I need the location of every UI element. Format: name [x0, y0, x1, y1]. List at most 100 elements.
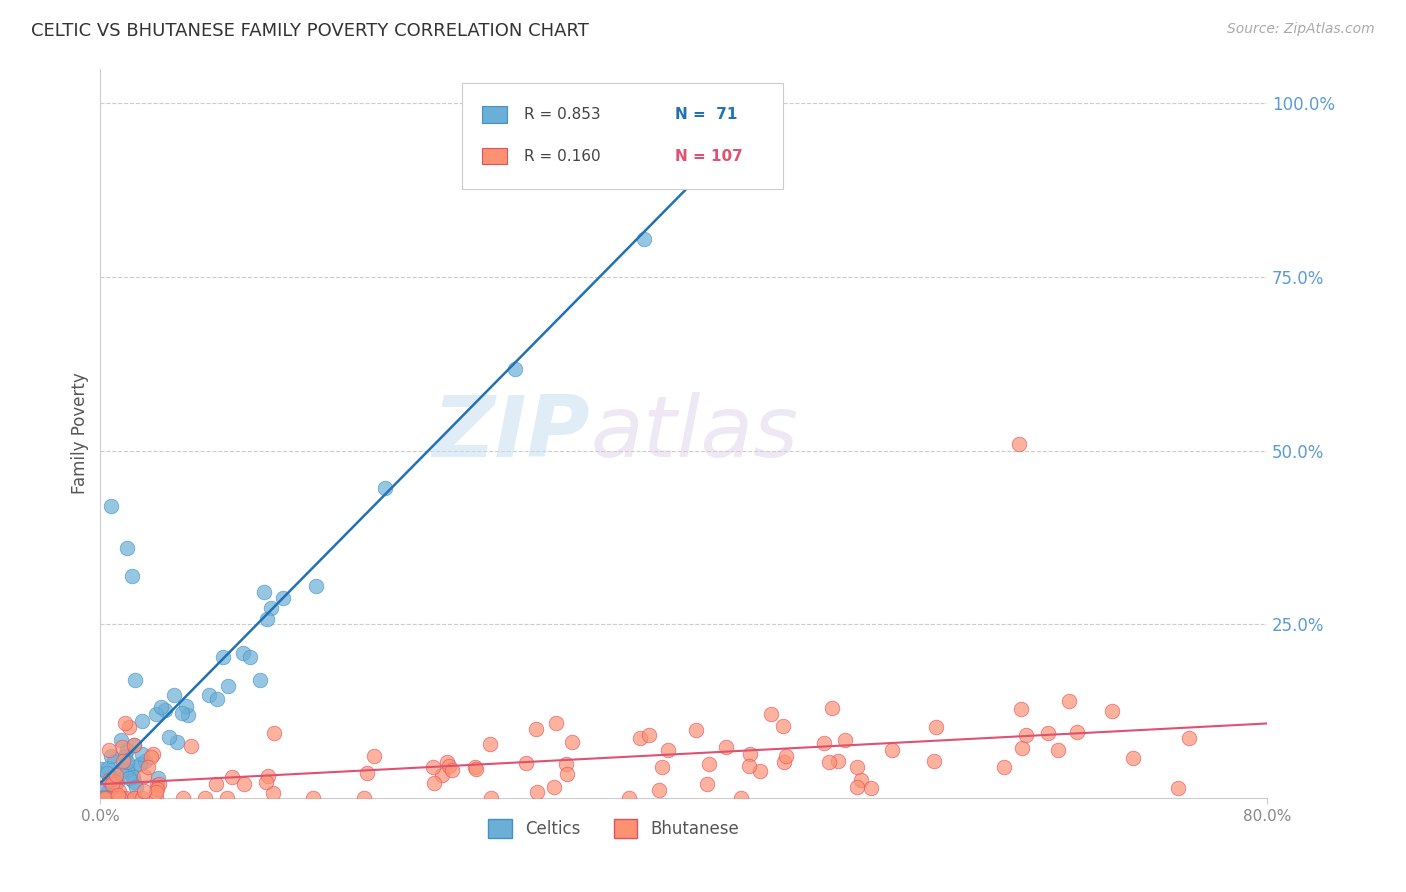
Point — [685, 723, 707, 738]
Point — [100, 500, 122, 514]
Point — [97, 791, 120, 805]
Point — [91, 791, 114, 805]
Point — [148, 777, 170, 791]
Point — [124, 791, 146, 805]
Point — [1178, 731, 1201, 745]
Point — [254, 775, 277, 789]
Point — [479, 791, 502, 805]
Point — [96, 765, 118, 780]
Text: N = 107: N = 107 — [675, 149, 744, 163]
Point — [437, 758, 460, 772]
Point — [1010, 701, 1032, 715]
Point — [633, 231, 655, 245]
Point — [422, 760, 444, 774]
Point — [374, 481, 396, 495]
Point — [205, 692, 228, 706]
Point — [111, 739, 134, 754]
Point — [657, 743, 679, 757]
FancyBboxPatch shape — [463, 83, 783, 189]
Legend: Celtics, Bhutanese: Celtics, Bhutanese — [482, 812, 745, 845]
Point — [260, 601, 283, 615]
Point — [94, 791, 117, 805]
Point — [526, 784, 548, 798]
Point — [759, 706, 782, 721]
Point — [430, 768, 453, 782]
Point — [98, 774, 121, 789]
Point — [849, 773, 872, 788]
Text: ZIP: ZIP — [433, 392, 591, 475]
Point — [441, 763, 464, 777]
Point — [697, 756, 720, 771]
Point — [628, 731, 651, 745]
Point — [118, 720, 141, 734]
Point — [104, 768, 127, 782]
Point — [131, 714, 153, 728]
Point — [738, 759, 761, 773]
Point — [860, 781, 883, 796]
Point — [104, 775, 127, 789]
Point — [524, 722, 547, 736]
Point — [1046, 743, 1069, 757]
Text: atlas: atlas — [591, 392, 799, 475]
Point — [880, 743, 903, 757]
Point — [125, 780, 148, 794]
Point — [197, 688, 219, 702]
Point — [96, 789, 118, 804]
Point — [256, 770, 278, 784]
Point — [561, 735, 583, 749]
Point — [170, 706, 193, 720]
Point — [117, 743, 139, 757]
Point — [1036, 726, 1059, 740]
Text: R = 0.160: R = 0.160 — [524, 149, 600, 163]
Point — [134, 769, 156, 783]
Point — [356, 765, 378, 780]
Point — [122, 760, 145, 774]
Point — [651, 760, 673, 774]
Point — [110, 733, 132, 747]
Point — [155, 702, 177, 716]
Point — [93, 780, 115, 794]
Point — [249, 673, 271, 687]
Point — [993, 760, 1015, 774]
Point — [205, 777, 228, 791]
Point — [136, 760, 159, 774]
Point — [103, 754, 125, 768]
Point — [546, 716, 568, 731]
Point — [97, 790, 120, 805]
Point — [1015, 728, 1038, 742]
Point — [1167, 780, 1189, 795]
Point — [115, 763, 138, 777]
Point — [157, 730, 180, 744]
Point — [110, 764, 132, 779]
Point — [131, 791, 153, 805]
Point — [724, 126, 747, 140]
Point — [132, 784, 155, 798]
Point — [163, 688, 186, 702]
Point — [1101, 704, 1123, 718]
Point — [301, 791, 323, 805]
Point — [90, 762, 112, 776]
Point — [111, 791, 134, 805]
Point — [515, 756, 537, 770]
Point — [818, 755, 841, 769]
Point — [98, 743, 121, 757]
Point — [253, 585, 276, 599]
Point — [924, 754, 946, 768]
Point — [166, 735, 188, 749]
Point — [122, 738, 145, 752]
Point — [363, 749, 385, 764]
Point — [97, 785, 120, 799]
Point — [555, 756, 578, 771]
Point — [172, 791, 194, 805]
Point — [813, 736, 835, 750]
Point — [93, 791, 115, 805]
Point — [827, 754, 849, 768]
Point — [1008, 436, 1031, 450]
Point — [103, 791, 125, 805]
Point — [100, 791, 122, 805]
Point — [503, 362, 526, 376]
Point — [1122, 751, 1144, 765]
Point — [555, 767, 578, 781]
Point — [638, 728, 661, 742]
Point — [1057, 694, 1080, 708]
